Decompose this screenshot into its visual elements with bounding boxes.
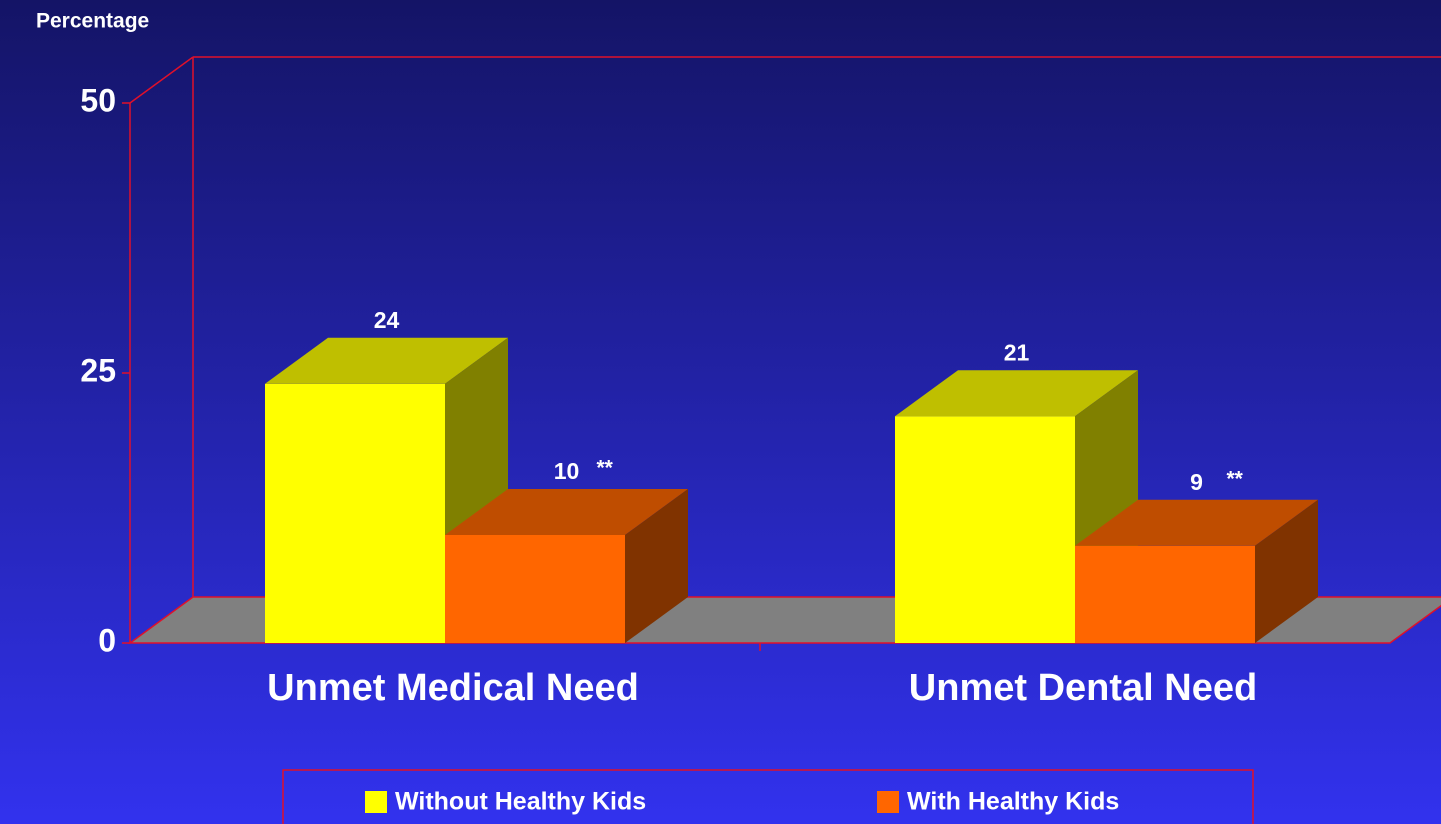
x-tick-label: Unmet Dental Need [909, 667, 1257, 709]
y-tick-label: 0 [98, 622, 116, 658]
value-annotation: ** [597, 457, 614, 480]
value-annotation: ** [1227, 467, 1244, 490]
bar-side [1255, 499, 1318, 643]
side-wall-edge [129, 56, 194, 104]
bar-top [1075, 499, 1318, 546]
bar-front [265, 383, 445, 643]
legend-swatch [877, 791, 899, 813]
value-label: 24 [374, 307, 400, 333]
bar-top [895, 370, 1138, 417]
bar-side [625, 489, 688, 643]
legend-box [282, 769, 1254, 824]
legend-label: Without Healthy Kids [395, 788, 646, 816]
x-tick-label: Unmet Medical Need [267, 667, 639, 709]
value-label: 10 [554, 458, 580, 484]
value-label: 9 [1190, 469, 1203, 495]
y-tick-label: 50 [80, 82, 116, 118]
bar-front [1075, 545, 1255, 643]
value-label: 21 [1004, 339, 1030, 365]
bar-top [265, 337, 508, 384]
bar-top [445, 489, 688, 535]
y-tick-label: 25 [80, 352, 116, 388]
bar-front [895, 416, 1075, 643]
bar-front [445, 535, 625, 643]
y-axis-label: Percentage [36, 10, 149, 33]
legend-label: With Healthy Kids [907, 788, 1119, 816]
legend-swatch [365, 791, 387, 813]
